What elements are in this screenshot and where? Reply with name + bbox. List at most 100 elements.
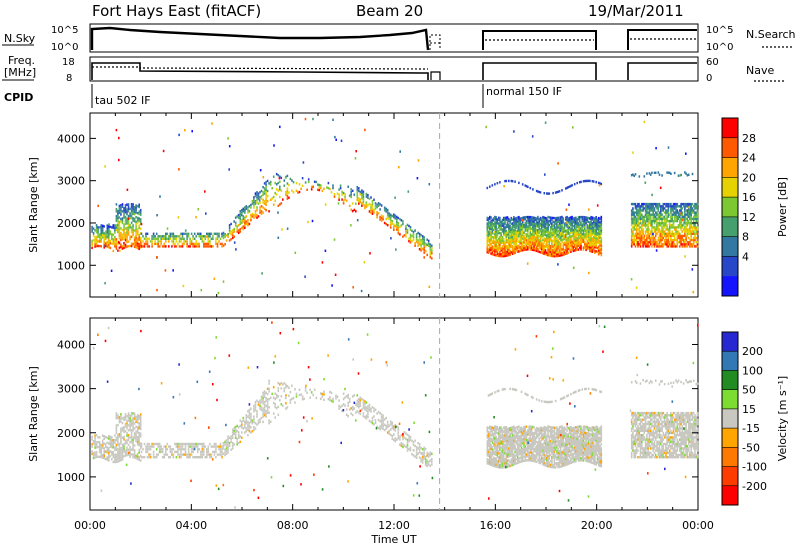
echo-cell <box>590 244 592 247</box>
echo-cell <box>127 217 130 220</box>
echo-cell <box>411 239 413 243</box>
echo-cell <box>423 457 425 460</box>
echo-cell <box>491 392 494 395</box>
echo-cell <box>695 241 698 244</box>
echo-cell <box>681 238 684 242</box>
echo-cell <box>600 221 603 224</box>
echo-cell <box>544 218 547 222</box>
echo-cell <box>241 420 243 424</box>
echo-cell <box>417 452 419 455</box>
echo-cell <box>391 222 394 225</box>
echo-cell <box>553 245 556 248</box>
echo-cell <box>676 219 679 223</box>
echo-cell <box>660 217 662 221</box>
echo-cell <box>124 452 127 455</box>
echo-cell <box>429 459 432 462</box>
echo-cell <box>365 414 368 417</box>
echo-cell <box>689 243 691 246</box>
echo-cell <box>429 243 432 246</box>
echo-cell <box>632 209 634 212</box>
echo-cell <box>190 445 193 448</box>
echo-cell <box>389 433 392 437</box>
echo-cell <box>565 246 567 250</box>
echo-cell <box>551 241 553 244</box>
echo-cell <box>421 237 424 240</box>
echo-cell <box>684 222 686 225</box>
echo-cell <box>547 238 549 241</box>
echo-cell <box>495 246 497 249</box>
echo-cell <box>494 231 496 234</box>
echo-cell <box>551 218 553 221</box>
echo-cell <box>635 230 638 233</box>
echo-cell <box>298 388 301 391</box>
echo-cell <box>309 396 311 399</box>
echo-cell <box>686 243 689 246</box>
echo-cell <box>600 250 603 253</box>
echo-cell <box>178 442 181 446</box>
echo-cell <box>529 227 532 230</box>
echo-cell <box>501 237 504 241</box>
echo-cell <box>108 449 110 452</box>
echo-cell <box>527 185 529 189</box>
echo-cell <box>123 209 125 212</box>
echo-cell <box>500 454 502 457</box>
echo-cell <box>647 213 649 216</box>
echo-cell <box>502 232 505 235</box>
echo-cell <box>524 246 527 249</box>
echo-cell <box>599 236 601 239</box>
echo-cell <box>639 232 642 235</box>
echo-cell <box>126 439 128 442</box>
echo-cell <box>675 230 677 233</box>
echo-cell <box>687 173 690 176</box>
echo-cell <box>635 209 638 212</box>
echo-cell <box>494 443 496 446</box>
echo-cell <box>339 187 342 190</box>
echo-cell <box>135 437 137 440</box>
echo-cell <box>514 226 516 230</box>
echo-cell <box>511 252 514 255</box>
echo-cell <box>639 219 642 223</box>
echo-cell <box>97 226 99 229</box>
echo-cell <box>115 245 118 248</box>
echo-cell <box>639 230 642 233</box>
echo-cell <box>497 446 500 449</box>
echo-cell <box>127 453 130 456</box>
echo-cell <box>594 240 596 243</box>
echo-cell <box>544 239 547 243</box>
echo-cell <box>178 240 181 243</box>
echo-cell <box>577 216 580 219</box>
echo-cell <box>266 398 269 401</box>
echo-cell <box>696 245 699 248</box>
echo-cell <box>548 250 551 253</box>
echo-cell <box>578 235 581 238</box>
echo-cell <box>520 232 523 235</box>
echo-cell <box>129 214 131 217</box>
echo-cell <box>426 253 428 257</box>
echo-cell <box>580 238 582 242</box>
echo-cell <box>521 247 524 250</box>
echo-cell <box>390 237 392 240</box>
echo-cell <box>265 183 267 186</box>
echo-cell <box>140 442 143 446</box>
echo-cell <box>283 382 286 385</box>
echo-cell <box>597 249 600 252</box>
echo-cell <box>690 238 692 242</box>
echo-cell <box>692 230 695 233</box>
echo-cell <box>510 243 513 246</box>
echo-cell <box>692 209 695 212</box>
echo-cell <box>540 249 543 253</box>
echo-cell <box>684 228 686 231</box>
echo-cell <box>114 238 116 241</box>
echo-cell <box>279 195 281 199</box>
echo-cell <box>647 224 649 227</box>
echo-cell <box>660 207 662 210</box>
echo-cell <box>565 218 567 221</box>
echo-cell <box>544 220 547 224</box>
echo-cell <box>519 225 521 228</box>
echo-cell <box>533 239 535 242</box>
echo-cell <box>581 240 584 243</box>
echo-cell <box>518 234 520 238</box>
echo-cell <box>383 428 386 432</box>
echo-cell <box>245 422 248 425</box>
echo-cell <box>262 412 264 416</box>
